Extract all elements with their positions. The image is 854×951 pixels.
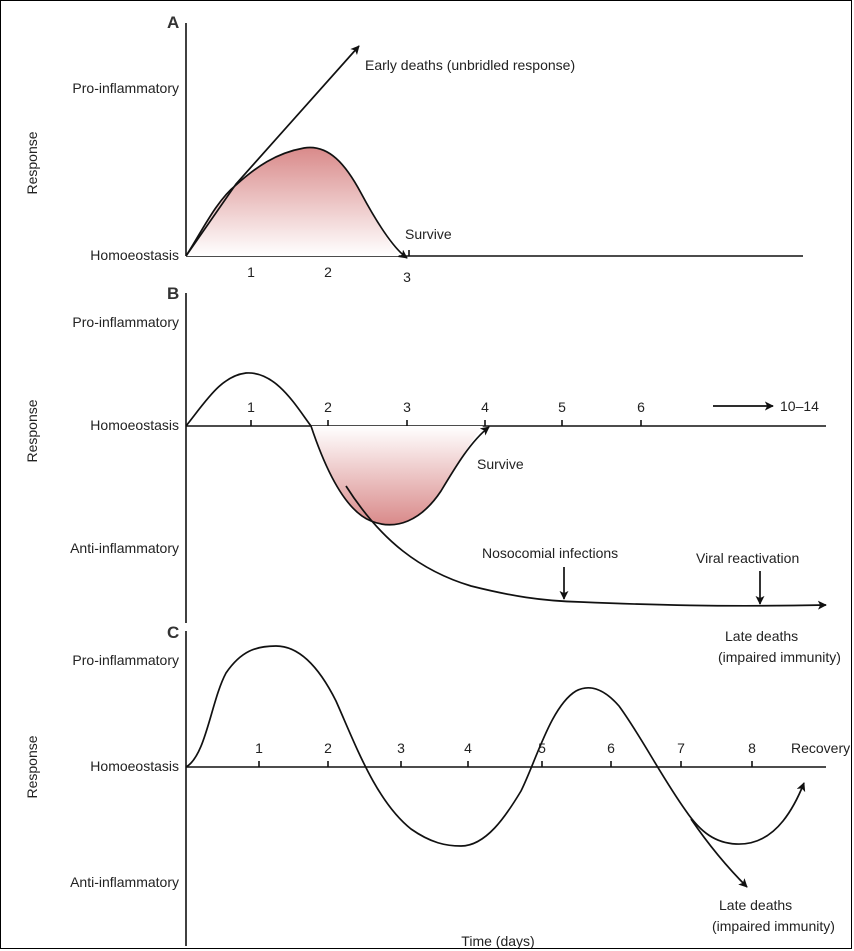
- panel-c-y-label: Response: [24, 735, 40, 798]
- panel-a-survive-label: Survive: [405, 226, 452, 242]
- panel-b-tick-label-5: 5: [558, 399, 566, 415]
- panel-b-survive-area: [311, 426, 483, 525]
- panel-c: C Response Pro-inflammatory Homoeostasis…: [24, 623, 850, 949]
- panel-a-tick-label-3: 3: [403, 269, 411, 285]
- panel-c-letter: C: [167, 623, 179, 642]
- panel-a-early-deaths-label: Early deaths (unbridled response): [365, 57, 575, 73]
- panel-b-tick-label-4: 4: [481, 399, 489, 415]
- panel-a-pro-label: Pro-inflammatory: [72, 80, 179, 96]
- panel-b-tick-label-6: 6: [637, 399, 645, 415]
- panel-c-tick-label-1: 1: [255, 740, 263, 756]
- panel-b-nosocomial-label: Nosocomial infections: [482, 545, 618, 561]
- panel-c-tick-label-5: 5: [538, 740, 546, 756]
- panel-a-letter: A: [167, 13, 179, 32]
- panel-b: B Response Pro-inflammatory Homoeostasis…: [24, 284, 841, 665]
- panel-c-late-deaths-arrow: [690, 818, 748, 888]
- panel-c-tick-label-6: 6: [607, 740, 615, 756]
- panel-b-range-label: 10–14: [780, 398, 819, 414]
- panel-c-tick-label-8: 8: [748, 740, 756, 756]
- panel-b-tick-label-1: 1: [247, 399, 255, 415]
- panel-a-survive-area: [186, 147, 399, 256]
- panel-b-anti-label: Anti-inflammatory: [70, 540, 179, 556]
- panel-b-tick-label-3: 3: [403, 399, 411, 415]
- panel-a-tick-label-1: 1: [247, 264, 255, 280]
- panel-b-late-deaths-curve: [345, 485, 827, 610]
- panel-b-viral-label: Viral reactivation: [696, 550, 799, 566]
- panel-b-late-deaths-label: Late deaths: [725, 628, 798, 644]
- panel-a-early-deaths-arrow: [185, 45, 360, 257]
- panel-c-tick-label-2: 2: [324, 740, 332, 756]
- panel-c-tick-label-7: 7: [677, 740, 685, 756]
- panel-a-y-label: Response: [24, 131, 40, 194]
- panel-b-survive-curve: [185, 372, 490, 526]
- panel-c-anti-label: Anti-inflammatory: [70, 874, 179, 890]
- panel-c-homeo-label: Homoeostasis: [90, 758, 179, 774]
- panel-c-late-deaths-label: Late deaths: [719, 897, 792, 913]
- panel-a-homeo-label: Homoeostasis: [90, 247, 179, 263]
- panel-a-survive-curve: [185, 146, 408, 259]
- panel-b-pro-label: Pro-inflammatory: [72, 314, 179, 330]
- panel-c-tick-label-4: 4: [464, 740, 472, 756]
- panel-c-tick-label-3: 3: [397, 740, 405, 756]
- panel-c-x-label: Time (days): [461, 933, 534, 949]
- panel-b-tick-label-2: 2: [324, 399, 332, 415]
- panel-b-survive-label: Survive: [477, 456, 524, 472]
- panel-a-tick-label-2: 2: [324, 264, 332, 280]
- panel-c-recovery-curve: [185, 645, 806, 847]
- panel-c-impaired-immunity-label: (impaired immunity): [712, 918, 835, 934]
- panel-c-recovery-label: Recovery: [791, 740, 850, 756]
- panel-b-letter: B: [167, 284, 179, 303]
- panel-b-homeo-label: Homoeostasis: [90, 417, 179, 433]
- panel-a: A Response Pro-inflammatory Homoeostasis…: [24, 13, 803, 285]
- panel-b-impaired-immunity-label: (impaired immunity): [718, 649, 841, 665]
- panel-b-y-label: Response: [24, 399, 40, 462]
- panel-c-pro-label: Pro-inflammatory: [72, 652, 179, 668]
